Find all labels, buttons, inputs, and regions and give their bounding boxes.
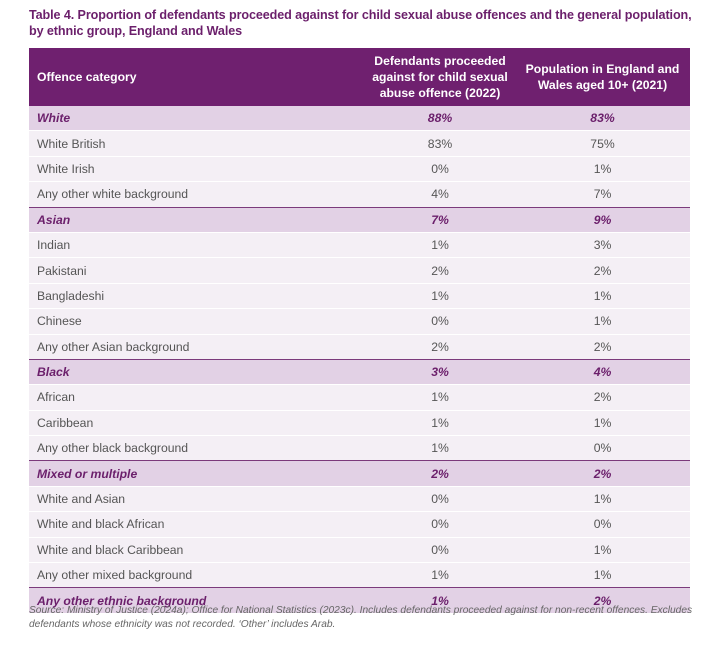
defendants-cell: 1% — [305, 435, 515, 461]
population-cell: 1% — [515, 562, 690, 588]
population-cell: 1% — [515, 536, 690, 563]
defendants-cell: 3% — [305, 358, 515, 385]
category-cell: Any other mixed background — [29, 562, 305, 588]
table-row: Pakistani 2% 2% — [29, 257, 690, 284]
table-row: Any other black background 1% 0% — [29, 435, 690, 461]
table-row: Caribbean 1% 1% — [29, 409, 690, 436]
defendants-cell: 2% — [305, 257, 515, 284]
population-cell: 1% — [515, 155, 690, 182]
defendants-cell: 0% — [305, 155, 515, 182]
header-population: Population in England and Wales aged 10+… — [515, 48, 690, 106]
source-footnote: Source: Ministry of Justice (2024a); Off… — [29, 605, 693, 630]
defendants-cell: 1% — [305, 282, 515, 309]
defendants-cell: 2% — [305, 333, 515, 360]
category-cell: Mixed or multiple — [29, 460, 305, 487]
population-cell: 83% — [515, 106, 690, 131]
defendants-cell: 1% — [305, 384, 515, 411]
table-row: Chinese 0% 1% — [29, 308, 690, 335]
defendants-cell: 88% — [305, 106, 515, 131]
table-row: White Irish 0% 1% — [29, 155, 690, 182]
defendants-cell: 2% — [305, 460, 515, 487]
population-cell: 1% — [515, 409, 690, 436]
header-offence-category: Offence category — [29, 48, 305, 106]
category-cell: White British — [29, 130, 305, 157]
category-cell: White and black African — [29, 511, 305, 538]
table-row: White and black Caribbean 0% 1% — [29, 536, 690, 563]
population-cell: 2% — [515, 460, 690, 487]
table-row: Any other white background 4% 7% — [29, 181, 690, 208]
category-cell: Bangladeshi — [29, 282, 305, 309]
population-cell: 0% — [515, 435, 690, 461]
table-row: White and Asian 0% 1% — [29, 485, 690, 512]
table-row: White British 83% 75% — [29, 130, 690, 157]
defendants-cell: 1% — [305, 587, 515, 613]
defendants-cell: 4% — [305, 181, 515, 208]
group-row: White 88% 83% — [29, 106, 690, 131]
table-row: African 1% 2% — [29, 384, 690, 411]
population-cell: 1% — [515, 282, 690, 309]
population-cell: 2% — [515, 384, 690, 411]
population-cell: 1% — [515, 485, 690, 512]
category-cell: Any other ethnic background — [29, 587, 305, 613]
population-cell: 4% — [515, 358, 690, 385]
table-header-row: Offence category Defendants proceeded ag… — [29, 48, 690, 106]
category-cell: Chinese — [29, 308, 305, 335]
group-row: Asian 7% 9% — [29, 206, 690, 233]
defendants-cell: 1% — [305, 562, 515, 588]
population-cell: 2% — [515, 257, 690, 284]
defendants-cell: 1% — [305, 231, 515, 258]
category-cell: Caribbean — [29, 409, 305, 436]
table-row: Indian 1% 3% — [29, 231, 690, 258]
category-cell: White and Asian — [29, 485, 305, 512]
population-cell: 1% — [515, 308, 690, 335]
table-row: Any other Asian background 2% 2% — [29, 333, 690, 360]
population-cell: 3% — [515, 231, 690, 258]
category-cell: Any other Asian background — [29, 333, 305, 360]
ethnicity-table: Offence category Defendants proceeded ag… — [29, 48, 690, 613]
population-cell: 9% — [515, 206, 690, 233]
table-row: Bangladeshi 1% 1% — [29, 282, 690, 309]
group-row: Black 3% 4% — [29, 358, 690, 385]
category-cell: African — [29, 384, 305, 411]
category-cell: White — [29, 106, 305, 131]
category-cell: Black — [29, 358, 305, 385]
category-cell: Any other white background — [29, 181, 305, 208]
defendants-cell: 0% — [305, 536, 515, 563]
defendants-cell: 0% — [305, 308, 515, 335]
defendants-cell: 7% — [305, 206, 515, 233]
category-cell: Indian — [29, 231, 305, 258]
defendants-cell: 0% — [305, 485, 515, 512]
group-row: Mixed or multiple 2% 2% — [29, 460, 690, 487]
table-row: White and black African 0% 0% — [29, 511, 690, 538]
table-title: Table 4. Proportion of defendants procee… — [29, 8, 692, 38]
category-cell: Pakistani — [29, 257, 305, 284]
category-cell: White Irish — [29, 155, 305, 182]
population-cell: 2% — [515, 587, 690, 613]
table-row: Any other mixed background 1% 1% — [29, 562, 690, 588]
defendants-cell: 1% — [305, 409, 515, 436]
population-cell: 7% — [515, 181, 690, 208]
category-cell: Asian — [29, 206, 305, 233]
population-cell: 2% — [515, 333, 690, 360]
header-defendants: Defendants proceeded against for child s… — [305, 48, 515, 106]
population-cell: 75% — [515, 130, 690, 157]
population-cell: 0% — [515, 511, 690, 538]
category-cell: Any other black background — [29, 435, 305, 461]
defendants-cell: 0% — [305, 511, 515, 538]
group-row: Any other ethnic background 1% 2% — [29, 587, 690, 613]
defendants-cell: 83% — [305, 130, 515, 157]
category-cell: White and black Caribbean — [29, 536, 305, 563]
